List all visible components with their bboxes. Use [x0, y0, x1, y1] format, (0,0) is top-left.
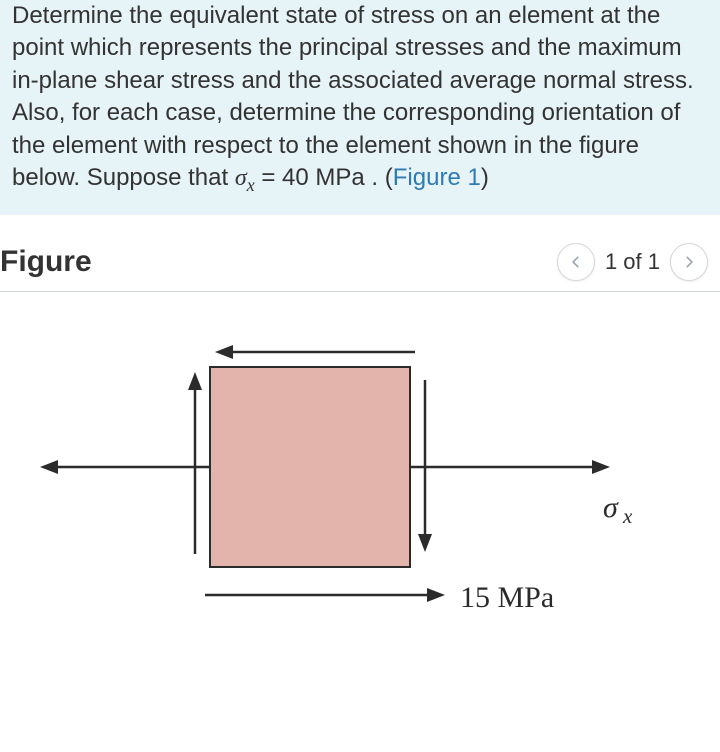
sigma-subscript: x	[247, 175, 255, 195]
figure-pager: 1 of 1	[557, 243, 708, 281]
svg-text:15 MPa: 15 MPa	[460, 581, 554, 614]
chevron-left-icon	[569, 255, 583, 269]
figure-title: Figure	[0, 245, 557, 279]
chevron-right-icon	[682, 255, 696, 269]
problem-body: Determine the equivalent state of stress…	[12, 2, 694, 191]
sigma-symbol: σ	[235, 165, 247, 191]
pager-prev-button[interactable]	[557, 243, 595, 281]
close-text: )	[481, 164, 489, 191]
figure-link[interactable]: Figure 1	[393, 164, 481, 191]
stress-element-diagram: σ x 15 MPa	[0, 292, 720, 662]
diagram-svg: σ x 15 MPa	[0, 292, 720, 662]
figure-header: Figure 1 of 1	[0, 215, 720, 291]
pager-next-button[interactable]	[670, 243, 708, 281]
svg-text:σ x: σ x	[603, 491, 633, 528]
problem-statement: Determine the equivalent state of stress…	[0, 0, 720, 215]
equals-text: = 40	[261, 164, 315, 191]
unit-text: MPa	[315, 164, 364, 191]
pager-text: 1 of 1	[605, 249, 660, 275]
after-text: . (	[365, 164, 393, 191]
